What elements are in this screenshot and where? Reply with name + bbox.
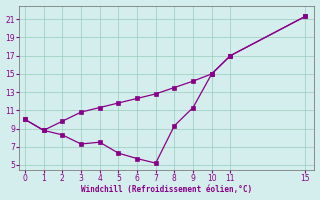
- X-axis label: Windchill (Refroidissement éolien,°C): Windchill (Refroidissement éolien,°C): [81, 185, 252, 194]
